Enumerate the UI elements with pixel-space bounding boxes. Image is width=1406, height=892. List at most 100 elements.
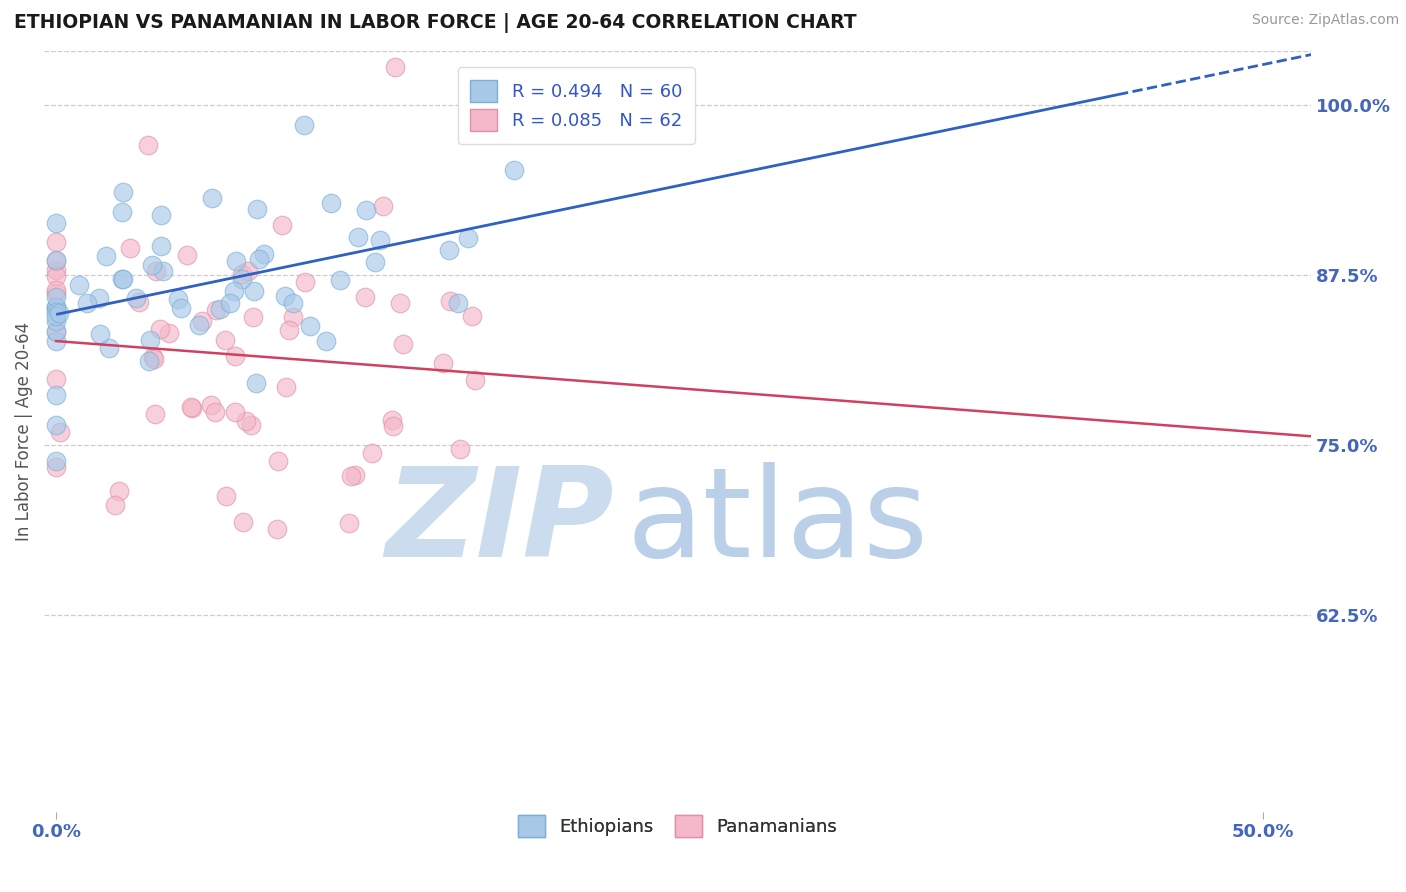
Point (67, 277, 90, 292)
Point (447, 296, 470, 310)
Point (361, 446, 384, 460)
Point (353, 290, 375, 304)
Point (246, 202, 269, 216)
Point (457, 230, 479, 244)
Point (49, 425, 72, 439)
Point (45, 262, 67, 277)
Point (364, 255, 387, 269)
Point (45, 309, 67, 323)
Point (278, 323, 301, 337)
Point (267, 453, 290, 467)
Point (214, 489, 236, 503)
Point (45, 417, 67, 432)
Point (299, 319, 322, 334)
Point (48, 306, 70, 320)
Point (138, 353, 160, 368)
Point (240, 418, 263, 433)
Point (45, 283, 67, 297)
Point (107, 483, 129, 498)
Point (45, 216, 67, 230)
Point (204, 405, 226, 419)
Point (187, 318, 209, 332)
Point (45, 300, 67, 314)
Point (232, 515, 254, 529)
Point (143, 407, 166, 421)
Point (271, 218, 294, 232)
Point (281, 296, 304, 310)
Point (437, 243, 460, 257)
Point (449, 442, 471, 457)
Point (503, 162, 526, 177)
Point (111, 205, 134, 219)
Point (145, 263, 167, 277)
Point (245, 376, 267, 390)
Point (45, 301, 67, 315)
Point (139, 333, 162, 347)
Point (283, 310, 305, 325)
Point (94, 249, 117, 263)
Point (45, 314, 67, 328)
Point (45, 388, 67, 402)
Text: atlas: atlas (627, 462, 929, 582)
Point (224, 285, 246, 299)
Point (354, 203, 377, 218)
Point (235, 414, 257, 428)
Point (381, 413, 404, 427)
Point (176, 247, 198, 261)
Point (274, 288, 297, 302)
Point (344, 468, 367, 483)
Point (45, 253, 67, 268)
Y-axis label: In Labor Force | Age 20-64: In Labor Force | Age 20-64 (15, 321, 32, 541)
Point (125, 291, 148, 305)
Point (104, 498, 127, 512)
Point (45, 324, 67, 338)
Point (329, 273, 352, 287)
Point (274, 380, 297, 394)
Point (45, 326, 67, 340)
Point (150, 208, 173, 222)
Point (231, 267, 253, 281)
Point (315, 334, 337, 348)
Point (236, 264, 259, 278)
Point (292, 118, 315, 132)
Point (166, 293, 188, 307)
Point (201, 191, 224, 205)
Point (45, 334, 67, 349)
Point (191, 314, 214, 328)
Point (148, 321, 170, 335)
Point (45, 371, 67, 385)
Point (45, 253, 67, 268)
Point (45, 235, 67, 249)
Point (439, 294, 461, 309)
Point (170, 301, 193, 315)
Point (225, 253, 247, 268)
Point (76, 295, 98, 310)
Point (219, 295, 242, 310)
Point (45, 286, 67, 301)
Point (136, 138, 159, 153)
Text: ZIP: ZIP (385, 462, 614, 582)
Point (224, 349, 246, 363)
Legend: Ethiopians, Panamanians: Ethiopians, Panamanians (510, 808, 845, 845)
Point (464, 373, 486, 387)
Point (243, 284, 266, 298)
Point (45, 304, 67, 318)
Point (205, 303, 228, 318)
Point (112, 186, 135, 200)
Point (339, 468, 361, 483)
Point (111, 272, 134, 286)
Point (208, 302, 231, 317)
Point (392, 336, 415, 351)
Point (150, 239, 173, 253)
Point (180, 400, 202, 414)
Point (142, 350, 165, 364)
Text: Source: ZipAtlas.com: Source: ZipAtlas.com (1251, 13, 1399, 28)
Point (384, 60, 406, 74)
Point (157, 326, 180, 340)
Point (294, 276, 316, 290)
Point (45, 459, 67, 474)
Point (347, 230, 370, 244)
Point (45, 290, 67, 304)
Point (142, 351, 165, 366)
Point (337, 516, 360, 530)
